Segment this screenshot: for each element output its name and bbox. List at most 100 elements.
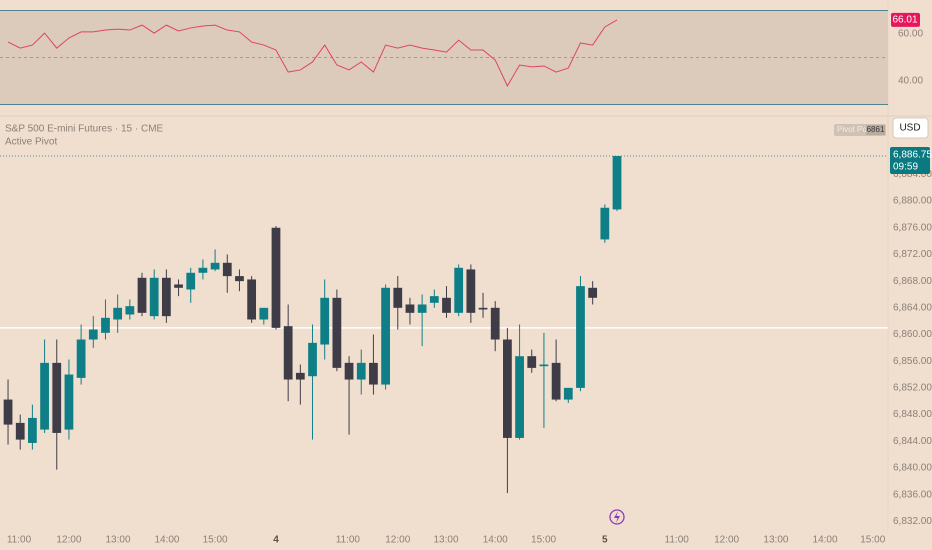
candle-body [405,304,415,313]
y-tick-label: 6,840.00 [893,463,932,474]
candle-body [174,284,183,288]
candle-body [478,307,488,310]
rsi-line [7,19,618,87]
candle-body [222,262,232,277]
last-price-badge [890,147,930,175]
candle-body [76,339,86,378]
x-tick-label: 11:00 [7,535,32,546]
y-tick-label: 6,848.00 [893,409,932,420]
candle-body [588,287,598,298]
candle-body [612,156,622,210]
y-tick-label: 6,876.00 [893,222,932,233]
candle-body [64,374,74,430]
y-tick-label: 6,860.00 [893,329,932,340]
candle-body [271,227,281,328]
last-value: 66.01 [892,15,917,26]
candle-body [149,277,159,317]
countdown: 09:59 [893,162,918,173]
candle-body [40,362,49,430]
candle-body [88,329,98,340]
y-tick-label: 6,844.00 [893,436,932,447]
candle-body [503,339,512,438]
y-tick-label: 6,868.00 [893,276,932,287]
x-tick-label: 4 [273,535,279,546]
y-tick-label: 6,856.00 [893,356,932,367]
x-tick-label: 15:00 [860,535,885,546]
pivot-value: 6861 [867,125,885,134]
last-price: 6,886.75 [893,150,932,161]
candle-body [308,342,317,377]
candle-body [15,422,25,440]
candle-body [515,356,524,438]
candle-body [442,297,451,313]
candle-body [210,262,220,270]
candle-body [381,287,390,385]
candle-body [600,207,610,240]
candle-body [393,287,403,308]
candle-body [369,362,378,385]
chart-subtitle: Active Pivot [5,137,57,148]
y-tick-label: 6,864.00 [893,302,932,313]
y-tick-label: 6,880.00 [893,196,932,207]
candle-body [344,362,354,380]
x-tick-label: 14:00 [813,535,838,546]
pivot-name: Pivot Point [837,125,876,134]
x-tick-label: 12:00 [714,535,739,546]
x-tick-label: 15:00 [531,535,556,546]
candle-body [283,326,293,380]
y-tick-label: 60.00 [898,29,923,40]
candle-body [466,269,476,313]
x-tick-label: 13:00 [106,535,131,546]
candle-body [356,362,366,380]
icon-bolt[interactable] [614,511,620,523]
y-tick-label: 6,832.00 [893,516,932,527]
chart-title: S&P 500 E-mini Futures · 15 · CME [5,124,164,135]
x-tick-label: 15:00 [203,535,228,546]
candle-body [539,364,549,367]
candle-body [454,267,464,313]
candle-body [113,307,123,320]
candle-body [563,387,573,400]
x-tick-label: 14:00 [154,535,179,546]
candle-body [429,296,439,303]
candle-body [235,276,244,282]
candle-body [101,317,110,333]
candle-body [527,356,537,368]
x-tick-label: 12:00 [385,535,410,546]
y-tick-label: 6,852.00 [893,383,932,394]
candle-body [490,307,500,340]
candle-body [551,362,561,400]
candle-body [295,372,305,380]
candle-body [576,286,585,388]
x-tick-label: 13:00 [763,535,788,546]
x-tick-label: 5 [602,535,608,546]
candle-body [137,277,147,313]
y-tick-label: 40.00 [898,76,923,87]
x-tick-label: 14:00 [483,535,508,546]
candle-body [332,297,342,368]
x-tick-label: 13:00 [433,535,458,546]
y-tick-label: 6,884.00 [893,169,932,180]
candle-body [186,272,196,290]
candle-body [259,307,269,320]
candle-body [3,399,13,425]
x-tick-label: 11:00 [336,535,361,546]
candle-body [125,306,135,315]
y-tick-label: 6,836.00 [893,489,932,500]
pivot-value-box [866,125,885,135]
icon-circle[interactable] [609,509,625,525]
candle-body [320,297,330,345]
x-tick-label: 11:00 [665,535,690,546]
candle-body [161,277,171,317]
candle-body [417,304,427,313]
currency-button[interactable] [892,117,929,139]
last-value-badge [891,12,920,27]
candle-body [52,362,62,433]
candle-body [198,267,208,273]
currency[interactable]: USD [899,123,920,134]
x-tick-label: 12:00 [56,535,81,546]
lightning-icon[interactable] [609,509,625,525]
candle-body [247,279,257,320]
